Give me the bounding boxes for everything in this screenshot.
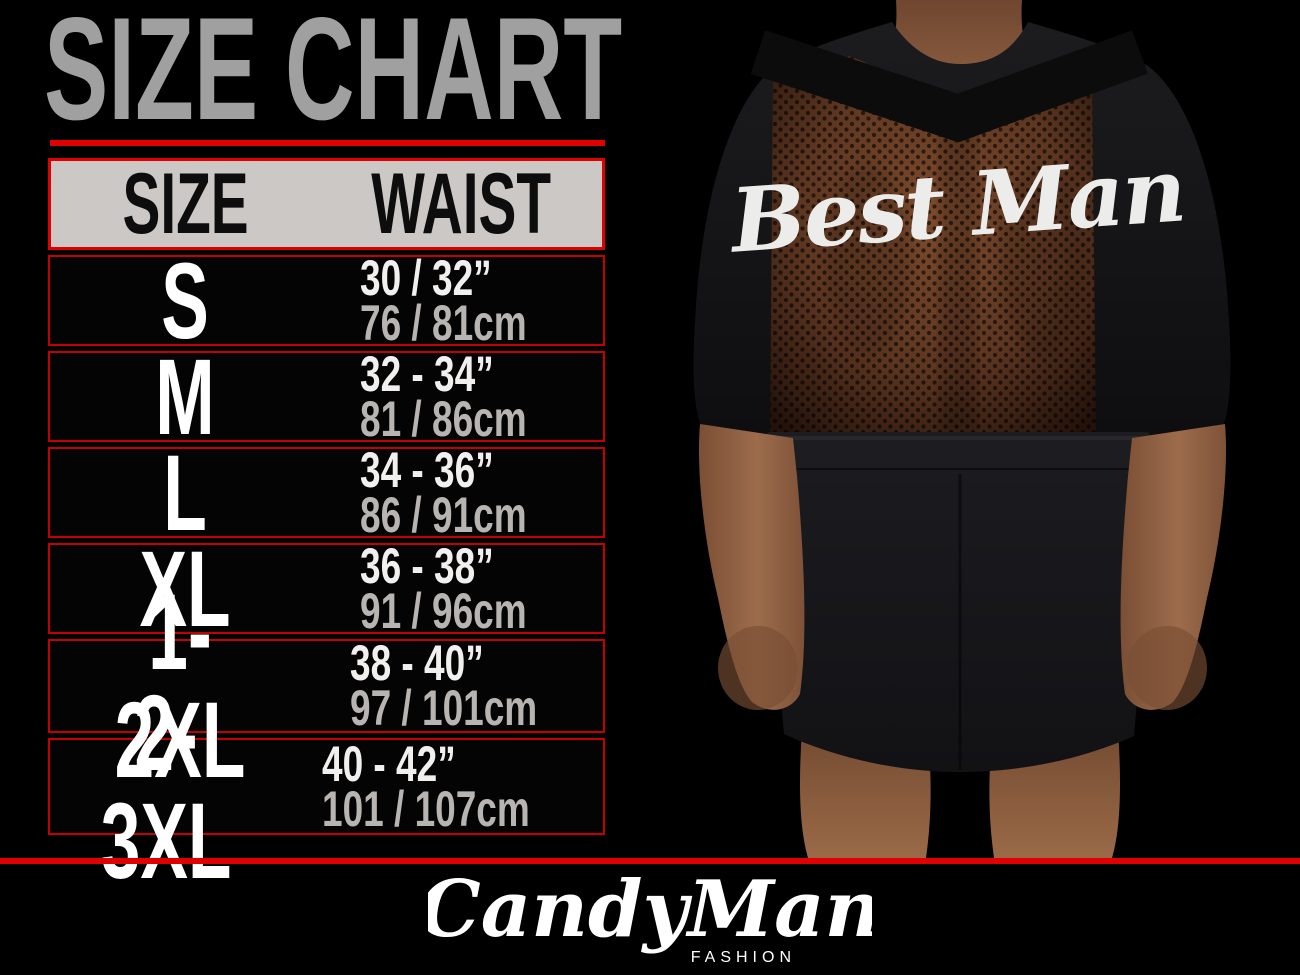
waist-inches: 36 - 38” [360,537,494,594]
size-label: S [161,239,209,361]
model-arms [698,424,1227,710]
waist-inches: 34 - 36” [360,441,494,498]
header-size-cell: SIZE [51,161,321,247]
title-underline [50,140,605,146]
waist-cell: 36 - 38” 91 / 96cm [320,537,603,639]
product-photo: Best Man [693,0,1231,858]
size-cell: XL [50,527,320,649]
size-cell: S [50,239,320,361]
page-title: SIZE CHART [44,0,920,145]
brand-fashion-label: FASHION [691,949,796,966]
waist-inches: 40 - 42” [322,735,456,792]
waist-cell: 34 - 36” 86 / 91cm [320,441,603,543]
waist-inches: 38 - 40” [350,635,484,691]
size-cell: 2-3XL [50,671,282,901]
brand-logo: CandyMan FASHION [428,864,872,966]
brand-name: CandyMan [428,864,872,955]
size-label: 2-3XL [100,671,232,901]
waist-centimeters: 76 / 81cm [360,294,527,351]
header-size-label: SIZE [122,156,250,252]
waist-cell: 30 / 32” 76 / 81cm [320,249,603,351]
table-row: S 30 / 32” 76 / 81cm [48,246,605,354]
table-row: 2-3XL 40 - 42” 101 / 107cm [48,678,605,894]
waist-centimeters: 86 / 91cm [360,486,527,543]
waist-cell: 38 - 40” 97 / 101cm [310,635,603,736]
header-waist-cell: WAIST [321,161,602,247]
size-label: M [155,335,215,457]
page-title-text: SIZE CHART [44,0,623,150]
robe-skirt [766,470,1150,772]
waist-centimeters: 97 / 101cm [350,680,538,736]
size-label: L [163,431,207,553]
waist-cell: 40 - 42” 101 / 107cm [282,735,603,837]
mesh-panel [770,56,1096,436]
table-row: 1-2XL 38 - 40” 97 / 101cm [48,578,605,794]
robe-collar [750,30,1148,143]
table-row: L 34 - 36” 86 / 91cm [48,438,605,546]
size-label: 1-2XL [114,571,246,800]
size-cell: L [50,431,320,553]
size-label: XL [139,527,231,649]
size-table: SIZE WAIST S 30 / 32” 76 / 81cm M 32 - 3… [48,158,605,894]
waist-inches: 32 - 34” [360,345,494,402]
size-cell: M [50,335,320,457]
waist-centimeters: 81 / 86cm [360,390,527,447]
size-cell: 1-2XL [50,578,310,794]
waist-cell: 32 - 34” 81 / 86cm [320,345,603,447]
waist-centimeters: 91 / 96cm [360,582,527,639]
header-waist-label: WAIST [371,156,552,252]
waist-inches: 30 / 32” [360,249,492,306]
table-header-row: SIZE WAIST [48,158,605,250]
robe-belt [766,432,1150,474]
table-row: XL 36 - 38” 91 / 96cm [48,534,605,642]
waist-centimeters: 101 / 107cm [322,780,530,837]
table-row: M 32 - 34” 81 / 86cm [48,342,605,450]
footer-divider [0,858,1300,864]
